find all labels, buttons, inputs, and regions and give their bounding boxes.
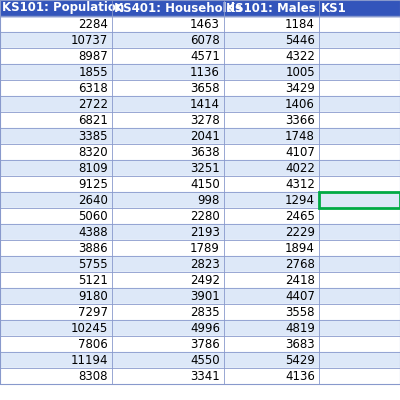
Text: 1005: 1005 — [285, 66, 315, 78]
Bar — [0, 240, 400, 256]
Bar — [0, 160, 400, 176]
Text: 3366: 3366 — [285, 114, 315, 126]
Bar — [0, 368, 400, 384]
Text: 2823: 2823 — [190, 258, 220, 270]
Text: 1855: 1855 — [78, 66, 108, 78]
Text: 4107: 4107 — [285, 146, 315, 158]
Text: 3886: 3886 — [78, 242, 108, 254]
Bar — [0, 16, 400, 32]
Text: 3278: 3278 — [190, 114, 220, 126]
Text: 3251: 3251 — [190, 162, 220, 174]
Text: 4819: 4819 — [285, 322, 315, 334]
Text: 8109: 8109 — [78, 162, 108, 174]
Text: 5429: 5429 — [285, 354, 315, 366]
Text: 2465: 2465 — [285, 210, 315, 222]
Text: 4550: 4550 — [190, 354, 220, 366]
Text: 1894: 1894 — [285, 242, 315, 254]
Text: 5060: 5060 — [78, 210, 108, 222]
Text: 11194: 11194 — [70, 354, 108, 366]
Bar — [0, 48, 400, 64]
Text: 4407: 4407 — [285, 290, 315, 302]
Text: 3341: 3341 — [190, 370, 220, 382]
Text: 2284: 2284 — [78, 18, 108, 30]
Text: 8320: 8320 — [78, 146, 108, 158]
Text: 2193: 2193 — [190, 226, 220, 238]
Text: 3385: 3385 — [78, 130, 108, 142]
Text: 2229: 2229 — [285, 226, 315, 238]
Text: 3558: 3558 — [286, 306, 315, 318]
Bar — [0, 112, 400, 128]
Text: KS101: Males: KS101: Males — [226, 2, 316, 14]
Bar — [0, 0, 400, 16]
Text: 2418: 2418 — [285, 274, 315, 286]
Text: 6318: 6318 — [78, 82, 108, 94]
Text: 2280: 2280 — [190, 210, 220, 222]
Text: 998: 998 — [198, 194, 220, 206]
Text: 3901: 3901 — [190, 290, 220, 302]
Bar — [0, 304, 400, 320]
Bar — [0, 176, 400, 192]
Text: KS1: KS1 — [321, 2, 347, 14]
Text: KS101: Population: KS101: Population — [2, 2, 124, 14]
Text: 3786: 3786 — [190, 338, 220, 350]
Text: 10737: 10737 — [71, 34, 108, 46]
Text: 1136: 1136 — [190, 66, 220, 78]
Text: 2722: 2722 — [78, 98, 108, 110]
Bar — [0, 144, 400, 160]
Text: 2492: 2492 — [190, 274, 220, 286]
Text: 1789: 1789 — [190, 242, 220, 254]
Text: 4136: 4136 — [285, 370, 315, 382]
Bar — [0, 32, 400, 48]
Bar — [319, 192, 400, 208]
Text: 1748: 1748 — [285, 130, 315, 142]
Text: 8308: 8308 — [78, 370, 108, 382]
Text: 4312: 4312 — [285, 178, 315, 190]
Text: 4388: 4388 — [78, 226, 108, 238]
Bar — [0, 352, 400, 368]
Bar — [0, 64, 400, 80]
Bar — [0, 192, 400, 208]
Bar — [0, 272, 400, 288]
Bar — [0, 224, 400, 240]
Bar — [0, 208, 400, 224]
Text: 9125: 9125 — [78, 178, 108, 190]
Text: 2835: 2835 — [190, 306, 220, 318]
Text: 3429: 3429 — [285, 82, 315, 94]
Text: 5446: 5446 — [285, 34, 315, 46]
Text: 4571: 4571 — [190, 50, 220, 62]
Text: 1414: 1414 — [190, 98, 220, 110]
Text: 1406: 1406 — [285, 98, 315, 110]
Bar — [0, 80, 400, 96]
Bar — [0, 320, 400, 336]
Text: 2768: 2768 — [285, 258, 315, 270]
Text: 5755: 5755 — [78, 258, 108, 270]
Text: 4022: 4022 — [285, 162, 315, 174]
Text: 5121: 5121 — [78, 274, 108, 286]
Text: 3658: 3658 — [190, 82, 220, 94]
Text: 2640: 2640 — [78, 194, 108, 206]
Text: 7806: 7806 — [78, 338, 108, 350]
Text: 4150: 4150 — [190, 178, 220, 190]
Text: 3638: 3638 — [190, 146, 220, 158]
Text: 2041: 2041 — [190, 130, 220, 142]
Text: 7297: 7297 — [78, 306, 108, 318]
Text: 10245: 10245 — [71, 322, 108, 334]
Text: KS401: Households: KS401: Households — [114, 2, 242, 14]
Text: 4322: 4322 — [285, 50, 315, 62]
Bar — [0, 256, 400, 272]
Bar — [0, 128, 400, 144]
Text: 8987: 8987 — [78, 50, 108, 62]
Text: 3683: 3683 — [285, 338, 315, 350]
Text: 6078: 6078 — [190, 34, 220, 46]
Text: 9180: 9180 — [78, 290, 108, 302]
Bar — [0, 336, 400, 352]
Bar — [0, 96, 400, 112]
Text: 1463: 1463 — [190, 18, 220, 30]
Text: 4996: 4996 — [190, 322, 220, 334]
Text: 1184: 1184 — [285, 18, 315, 30]
Bar — [0, 288, 400, 304]
Text: 1294: 1294 — [285, 194, 315, 206]
Text: 6821: 6821 — [78, 114, 108, 126]
